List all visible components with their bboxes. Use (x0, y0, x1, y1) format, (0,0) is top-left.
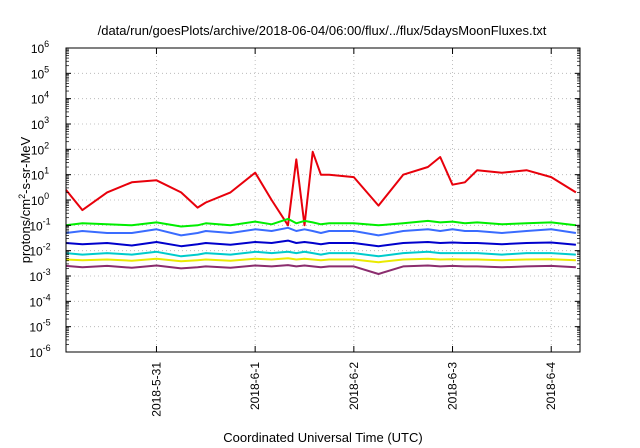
x-tick-label: 2018-6-3 (446, 362, 460, 410)
y-axis-ticks: 10-6 10-5 10-4 10-3 10-2 10-1 100 101 102 103 104 1… (29, 39, 580, 360)
y-axis-title: protons/cm2-s-sr-MeV (17, 136, 33, 263)
y-tick-label: 10-2 (29, 242, 50, 259)
series-line-2 (65, 217, 577, 228)
series-line-7 (65, 264, 576, 275)
x-axis-title: Coordinated Universal Time (UTC) (223, 430, 422, 445)
series-line-5 (65, 250, 576, 258)
y-axis-title-sup: 2 (17, 194, 27, 199)
series-line-4 (65, 239, 576, 248)
data-series (65, 150, 577, 275)
y-tick-label: 101 (31, 166, 49, 183)
y-tick-label: 10-4 (29, 292, 50, 309)
y-axis-title-rest: -s-sr-MeV (18, 136, 33, 193)
x-tick-label: 2018-6-2 (347, 362, 361, 410)
x-tick-label: 2018-6-1 (248, 362, 262, 410)
chart-title: /data/run/goesPlots/archive/2018-06-04/0… (98, 23, 547, 38)
y-tick-label: 10-3 (29, 267, 50, 284)
series-line-1 (65, 150, 577, 227)
y-tick-label: 100 (31, 191, 49, 208)
y-tick-label: 10-6 (29, 343, 50, 360)
y-tick-label: 103 (31, 115, 49, 132)
y-axis-title-main: protons/cm (18, 199, 33, 263)
y-tick-label: 105 (31, 64, 49, 81)
y-tick-label: 104 (31, 90, 49, 107)
grid-lines (66, 48, 580, 352)
y-tick-label: 106 (31, 39, 49, 56)
y-tick-label: 10-5 (29, 318, 50, 335)
x-tick-label: 2018-6-4 (544, 362, 558, 410)
x-axis-ticks: 2018-5-31 2018-6-1 2018-6-2 2018-6-3 2018-6-… (149, 48, 558, 417)
series-line-6 (65, 257, 576, 264)
y-tick-label: 102 (31, 140, 49, 157)
series-line-3 (65, 226, 577, 237)
x-tick-label: 2018-5-31 (149, 362, 163, 417)
y-tick-label: 10-1 (29, 216, 50, 233)
